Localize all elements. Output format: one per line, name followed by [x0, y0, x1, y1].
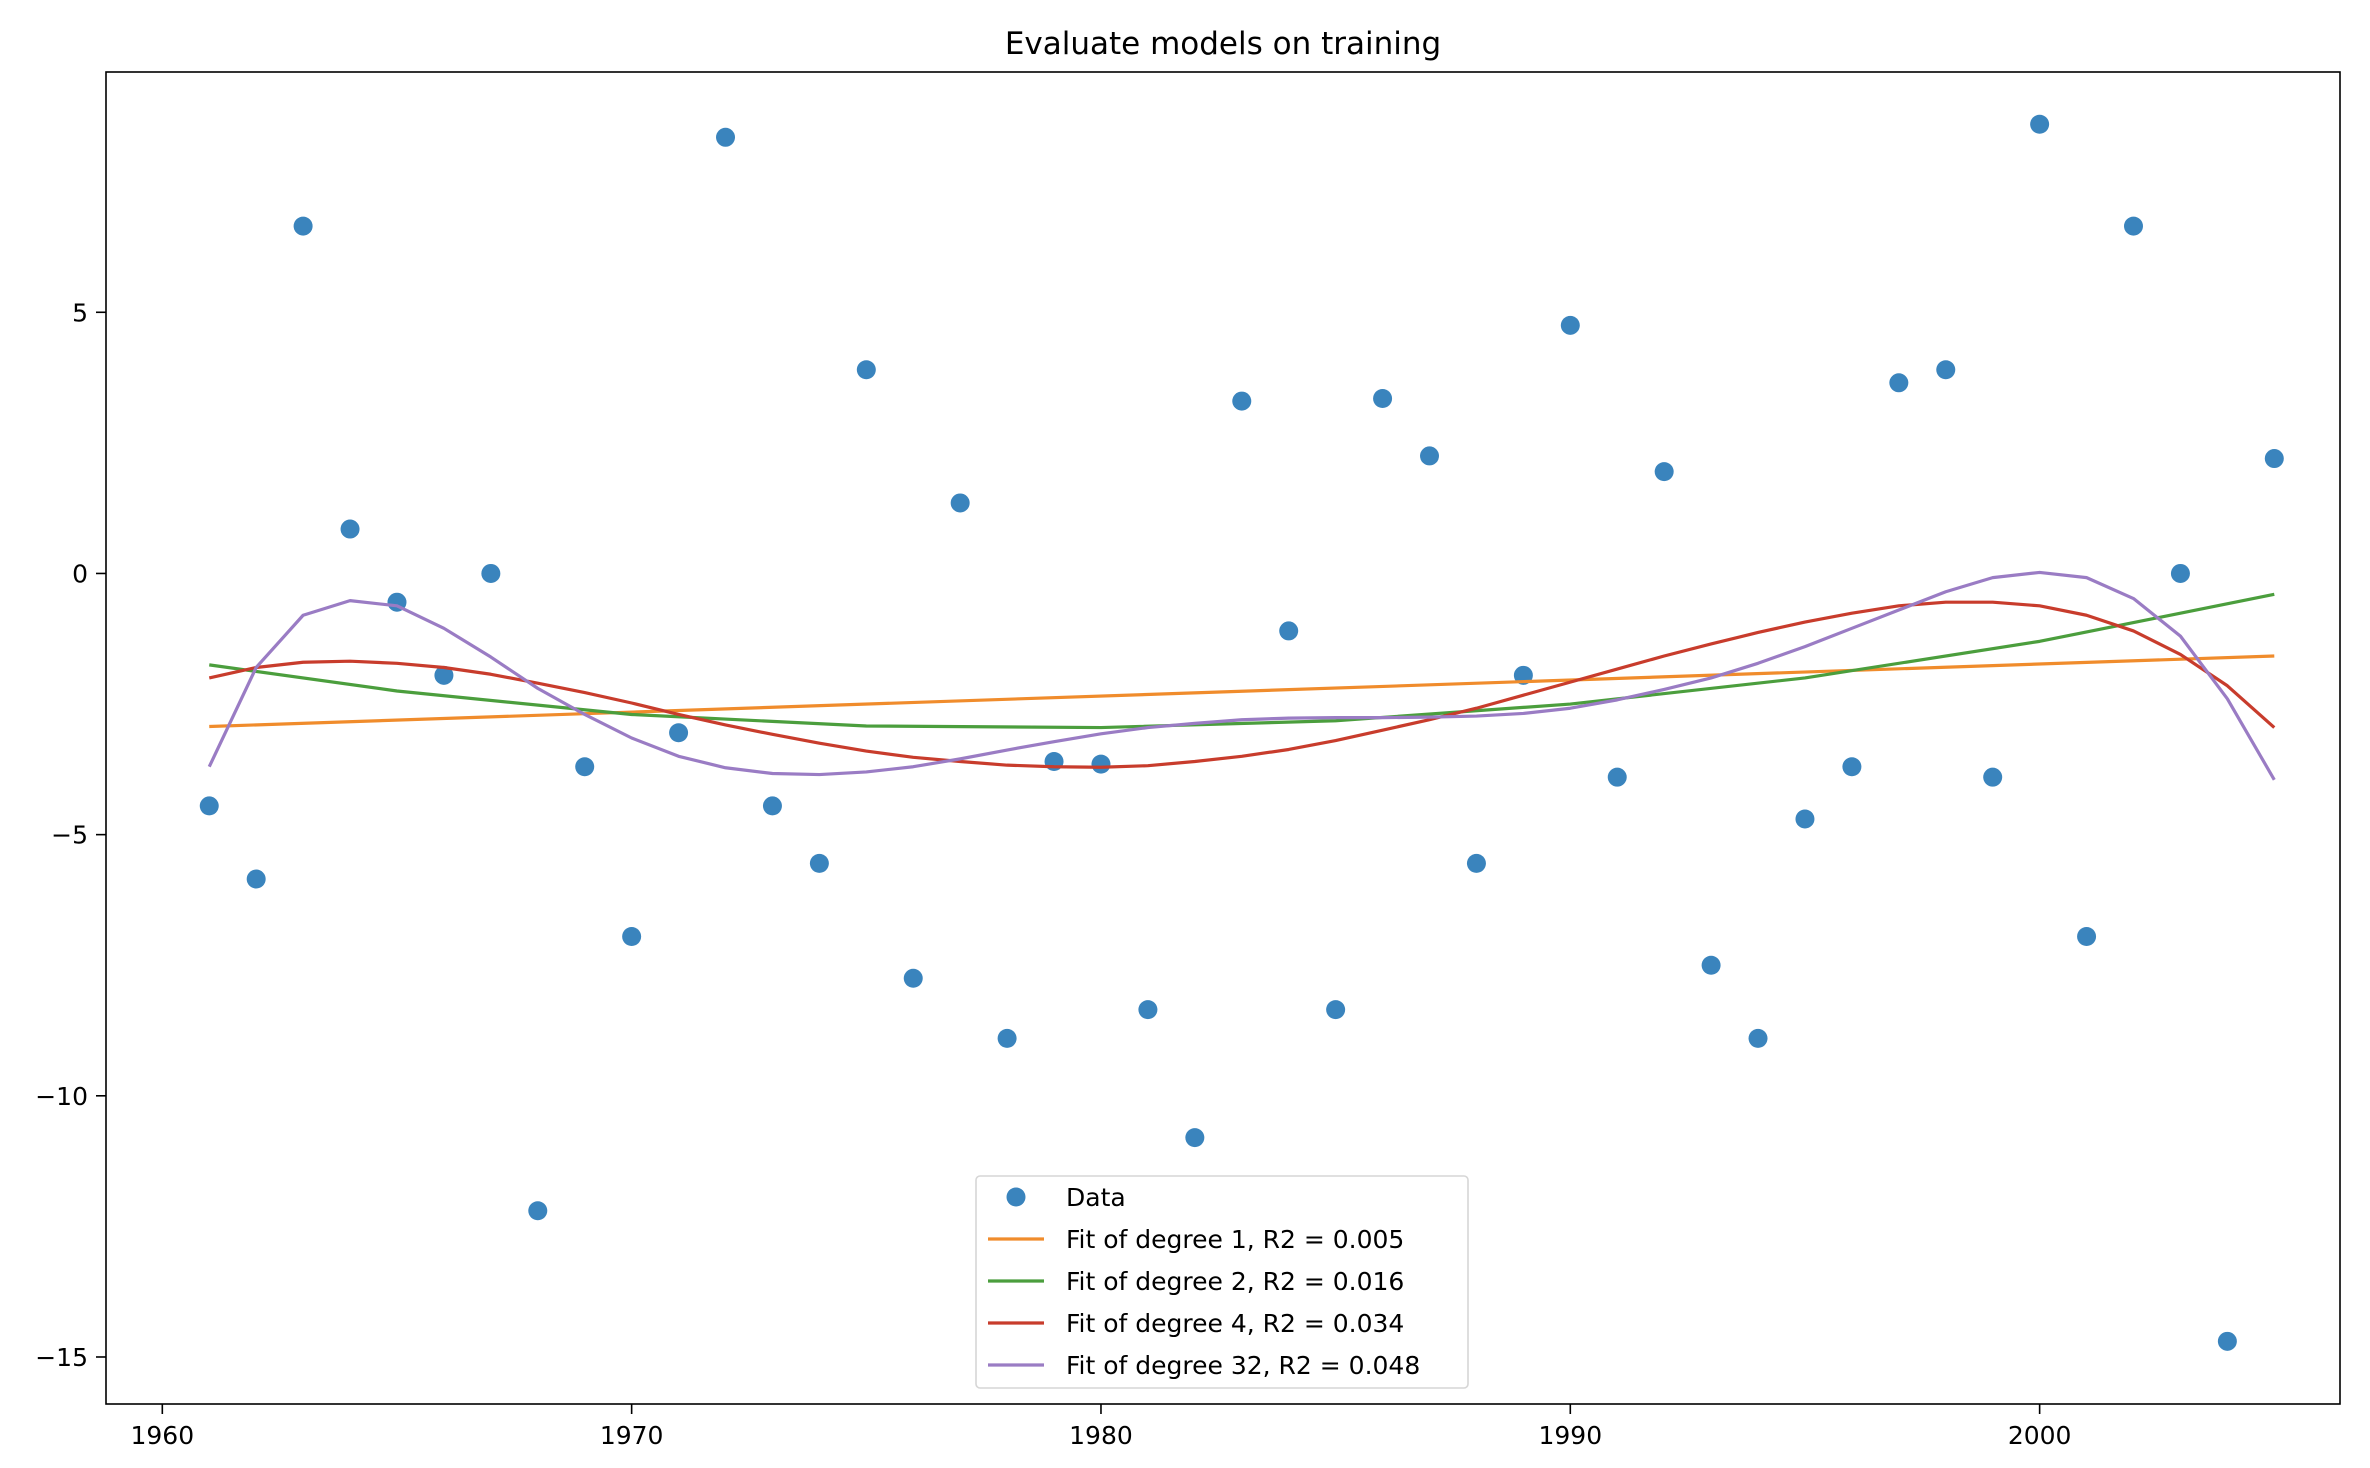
data-point [434, 665, 454, 685]
data-point [1560, 315, 1580, 335]
data-point [1748, 1028, 1768, 1048]
legend-label: Fit of degree 1, R2 = 0.005 [1066, 1225, 1404, 1254]
x-tick-label: 1970 [600, 1421, 664, 1450]
fit-line-degree-1 [209, 654, 2275, 729]
data-point [950, 493, 970, 513]
y-tick-label: −10 [35, 1082, 88, 1111]
data-point [1279, 621, 1299, 641]
data-point [1420, 446, 1440, 466]
x-tick-label: 1980 [1069, 1421, 1133, 1450]
legend-label: Fit of degree 32, R2 = 0.048 [1066, 1351, 1420, 1380]
data-point [293, 216, 313, 236]
data-point [856, 360, 876, 380]
data-point [1091, 754, 1111, 774]
data-point [1607, 767, 1627, 787]
plot-area [199, 114, 2284, 1351]
legend-label: Data [1066, 1183, 1126, 1212]
data-point [1466, 853, 1486, 873]
data-point [903, 968, 923, 988]
x-tick-label: 1960 [131, 1421, 195, 1450]
y-tick-label: 5 [72, 298, 88, 327]
data-point [1983, 767, 2003, 787]
fit-line-degree-32 [207, 570, 2276, 781]
data-point [2217, 1331, 2237, 1351]
data-point [1373, 388, 1393, 408]
data-point [1701, 955, 1721, 975]
legend-box [975, 1175, 1469, 1389]
axes-frame [105, 71, 2341, 1405]
data-point [1842, 757, 1862, 777]
data-point [2077, 926, 2097, 946]
legend-marker-data [1006, 1187, 1026, 1207]
data-point [1795, 809, 1815, 829]
data-point [2264, 449, 2284, 469]
data-point [622, 926, 642, 946]
x-tick-label: 1990 [1538, 1421, 1602, 1450]
y-tick-label: −15 [35, 1343, 88, 1372]
data-point [1654, 462, 1674, 482]
data-point [246, 869, 266, 889]
data-point [1185, 1128, 1205, 1148]
x-tick-label: 2000 [2008, 1421, 2072, 1450]
chart-title: Evaluate models on training [1005, 26, 1441, 62]
data-point [528, 1201, 548, 1221]
data-point [809, 853, 829, 873]
fit-line-degree-4 [208, 600, 2276, 769]
legend: Data Fit of degree 1, R2 = 0.005 Fit of de… [975, 1175, 1469, 1389]
legend-label: Fit of degree 2, R2 = 0.016 [1066, 1267, 1404, 1296]
data-point [199, 796, 219, 816]
data-point [575, 757, 595, 777]
data-point [2123, 216, 2143, 236]
data-series [199, 114, 2284, 1351]
data-point [1232, 391, 1252, 411]
data-point [1326, 1000, 1346, 1020]
y-tick-label: −5 [51, 821, 88, 850]
data-point [2030, 114, 2050, 134]
data-point [1138, 1000, 1158, 1020]
fit-line-degree-2 [209, 592, 2275, 730]
legend-label: Fit of degree 4, R2 = 0.034 [1066, 1309, 1404, 1338]
data-point [762, 796, 782, 816]
data-point [669, 723, 689, 743]
data-point [481, 563, 501, 583]
y-tick-label: 0 [72, 559, 88, 588]
data-point [2170, 563, 2190, 583]
data-point [1889, 373, 1909, 393]
data-point [1936, 360, 1956, 380]
data-point [340, 519, 360, 539]
data-point [716, 127, 736, 147]
data-point [997, 1028, 1017, 1048]
